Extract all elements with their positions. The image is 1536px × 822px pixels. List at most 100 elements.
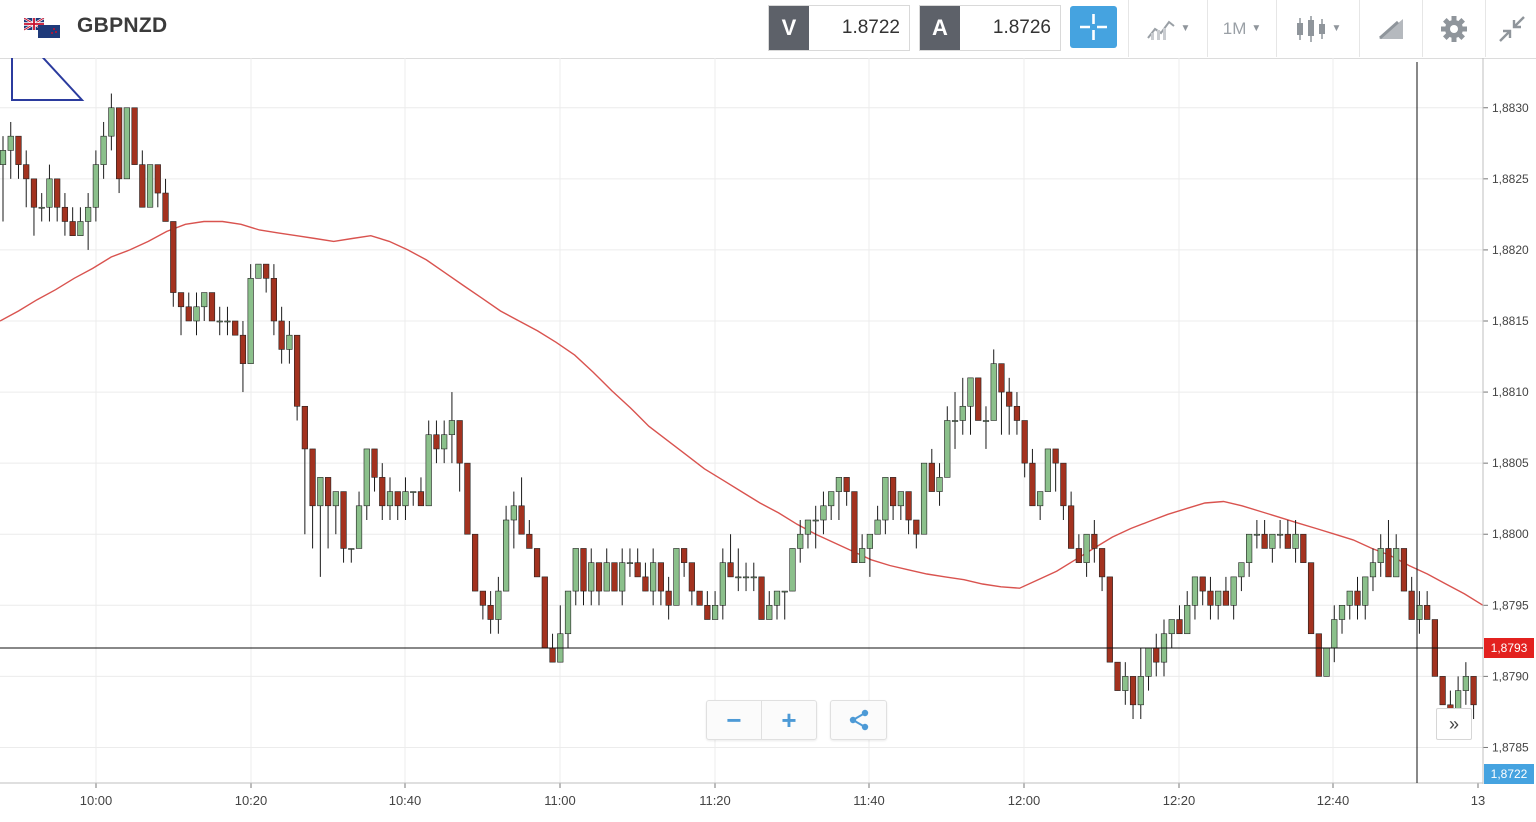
candle bbox=[394, 491, 401, 521]
candle-body-bullish bbox=[92, 164, 99, 208]
candle bbox=[355, 491, 363, 549]
candle-body-bullish bbox=[77, 221, 84, 236]
time-axis-label: 10:00 bbox=[80, 793, 113, 808]
zoom-out-button[interactable]: − bbox=[726, 704, 742, 735]
time-axis-label: 10:20 bbox=[235, 793, 268, 808]
candle bbox=[1323, 647, 1330, 677]
timeframe-selector[interactable]: 1M ▼ bbox=[1207, 0, 1276, 57]
candle-body-bullish bbox=[216, 320, 223, 323]
candle-body-bullish bbox=[1338, 605, 1346, 620]
candle bbox=[905, 491, 912, 535]
candle-body-bullish bbox=[564, 590, 572, 635]
candle bbox=[154, 164, 161, 208]
sell-quote-button[interactable]: V 1.8722 bbox=[768, 5, 910, 51]
candle bbox=[835, 477, 843, 521]
candle bbox=[46, 164, 53, 222]
candle bbox=[797, 520, 804, 563]
candle-style-button[interactable]: ▼ bbox=[1276, 0, 1359, 57]
candle-body-bearish bbox=[975, 377, 982, 421]
candle bbox=[1346, 590, 1353, 620]
candle-body-bearish bbox=[379, 477, 386, 507]
candle-body-bearish bbox=[1408, 590, 1415, 620]
candle bbox=[1122, 662, 1129, 705]
time-axis-label: 13 bbox=[1471, 793, 1485, 808]
candle-body-bearish bbox=[518, 505, 525, 535]
candle bbox=[1238, 562, 1245, 592]
candle bbox=[410, 491, 417, 506]
candle bbox=[441, 420, 448, 464]
price-chart[interactable]: 1,8830 1,8825 1,8820 1,8815 1,8810 1,8805 1,88… bbox=[0, 58, 1536, 822]
candle bbox=[1300, 533, 1307, 563]
candle-body-bullish bbox=[1238, 562, 1245, 578]
candle bbox=[1261, 520, 1268, 549]
draw-tools-button[interactable] bbox=[1359, 0, 1422, 57]
candle-body-bullish bbox=[735, 576, 742, 579]
price-axis-label: 1,8795 bbox=[1492, 598, 1529, 612]
candle bbox=[1129, 676, 1137, 720]
current-price-tag: 1,8722 bbox=[1484, 764, 1534, 784]
settings-button[interactable] bbox=[1422, 0, 1485, 57]
candle bbox=[1044, 448, 1051, 492]
zoom-in-button[interactable]: + bbox=[761, 701, 816, 739]
candle-body-bearish bbox=[185, 306, 192, 322]
crosshair-button[interactable] bbox=[1070, 6, 1117, 48]
candle-body-bullish bbox=[603, 562, 610, 592]
candle bbox=[851, 491, 858, 563]
candle bbox=[30, 178, 38, 236]
candle bbox=[843, 477, 850, 506]
candle-body-bullish bbox=[990, 363, 997, 421]
candle-body-bullish bbox=[1462, 676, 1469, 691]
candle-body-bullish bbox=[510, 505, 517, 521]
candle-body-bearish bbox=[239, 334, 247, 364]
instrument-symbol: GBPNZD bbox=[77, 14, 168, 37]
candle bbox=[1029, 448, 1036, 507]
candle bbox=[1338, 605, 1346, 634]
candle bbox=[433, 420, 440, 464]
candle-body-bullish bbox=[750, 576, 757, 579]
candle bbox=[657, 562, 664, 606]
candle-body-bearish bbox=[278, 320, 285, 350]
candle-body-bullish bbox=[1369, 562, 1377, 578]
candle-body-bearish bbox=[1385, 548, 1392, 578]
candle bbox=[1307, 562, 1315, 635]
candle bbox=[15, 135, 22, 179]
candle-body-bullish bbox=[936, 477, 943, 492]
candle-body-bearish bbox=[340, 491, 347, 549]
candle bbox=[77, 207, 84, 236]
chart-type-button[interactable]: ▼ bbox=[1128, 0, 1207, 57]
candle bbox=[425, 420, 432, 507]
candle-body-bearish bbox=[487, 605, 494, 620]
candle bbox=[1168, 619, 1175, 648]
line-chart-type-icon bbox=[1146, 20, 1175, 40]
candle-body-bearish bbox=[232, 320, 239, 336]
candle-body-bearish bbox=[324, 477, 332, 507]
candle bbox=[38, 193, 45, 222]
drawn-triangle-annotation[interactable] bbox=[11, 58, 85, 101]
collapse-chart-button[interactable] bbox=[1485, 0, 1536, 57]
candle bbox=[1153, 633, 1160, 677]
candle-body-bullish bbox=[650, 562, 657, 592]
candle-body-bearish bbox=[1013, 405, 1021, 421]
candle-body-bearish bbox=[1307, 562, 1315, 635]
candle-body-bullish bbox=[1037, 491, 1044, 507]
candle-body-bullish bbox=[410, 491, 417, 493]
share-button[interactable] bbox=[830, 700, 887, 740]
candle bbox=[1462, 662, 1469, 705]
candle bbox=[998, 363, 1005, 435]
candle bbox=[758, 576, 765, 620]
candle-body-bullish bbox=[673, 548, 680, 606]
candle bbox=[1075, 534, 1082, 563]
candle bbox=[255, 263, 262, 279]
candle-body-bullish bbox=[123, 107, 130, 180]
candle bbox=[116, 107, 123, 194]
buy-quote-button[interactable]: A 1.8726 bbox=[919, 5, 1061, 51]
crosshair-price-tag: 1,8793 bbox=[1484, 637, 1534, 658]
candle bbox=[193, 292, 200, 336]
candle-body-bullish bbox=[866, 533, 873, 549]
candle-body-bullish bbox=[386, 491, 394, 507]
scroll-to-latest-button[interactable]: » bbox=[1436, 708, 1472, 740]
candle bbox=[704, 591, 711, 620]
candle bbox=[201, 292, 208, 321]
candle bbox=[595, 562, 603, 606]
candle bbox=[487, 591, 494, 634]
